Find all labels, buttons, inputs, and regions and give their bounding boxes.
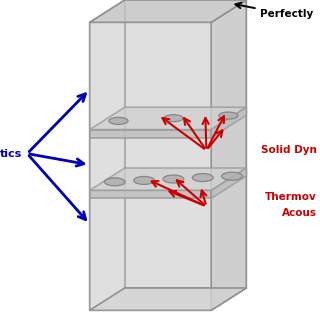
Ellipse shape — [104, 178, 125, 186]
Ellipse shape — [192, 174, 213, 182]
Polygon shape — [90, 190, 211, 198]
Polygon shape — [90, 168, 246, 190]
Polygon shape — [211, 168, 246, 198]
Ellipse shape — [164, 115, 183, 122]
Polygon shape — [90, 107, 246, 130]
Polygon shape — [125, 0, 246, 288]
Text: Acous: Acous — [282, 208, 317, 219]
Polygon shape — [90, 0, 125, 310]
Text: Perfectly: Perfectly — [236, 3, 314, 20]
Polygon shape — [211, 0, 246, 310]
Polygon shape — [90, 288, 246, 310]
Polygon shape — [90, 22, 211, 310]
Text: Thermov: Thermov — [265, 192, 317, 203]
Polygon shape — [90, 0, 246, 22]
Ellipse shape — [222, 172, 243, 180]
Polygon shape — [90, 130, 211, 138]
Ellipse shape — [163, 175, 184, 183]
Ellipse shape — [219, 112, 238, 119]
Ellipse shape — [134, 176, 155, 184]
Polygon shape — [211, 107, 246, 138]
Ellipse shape — [109, 117, 128, 124]
Text: tics: tics — [0, 148, 22, 159]
Text: Solid Dyn: Solid Dyn — [261, 145, 317, 156]
